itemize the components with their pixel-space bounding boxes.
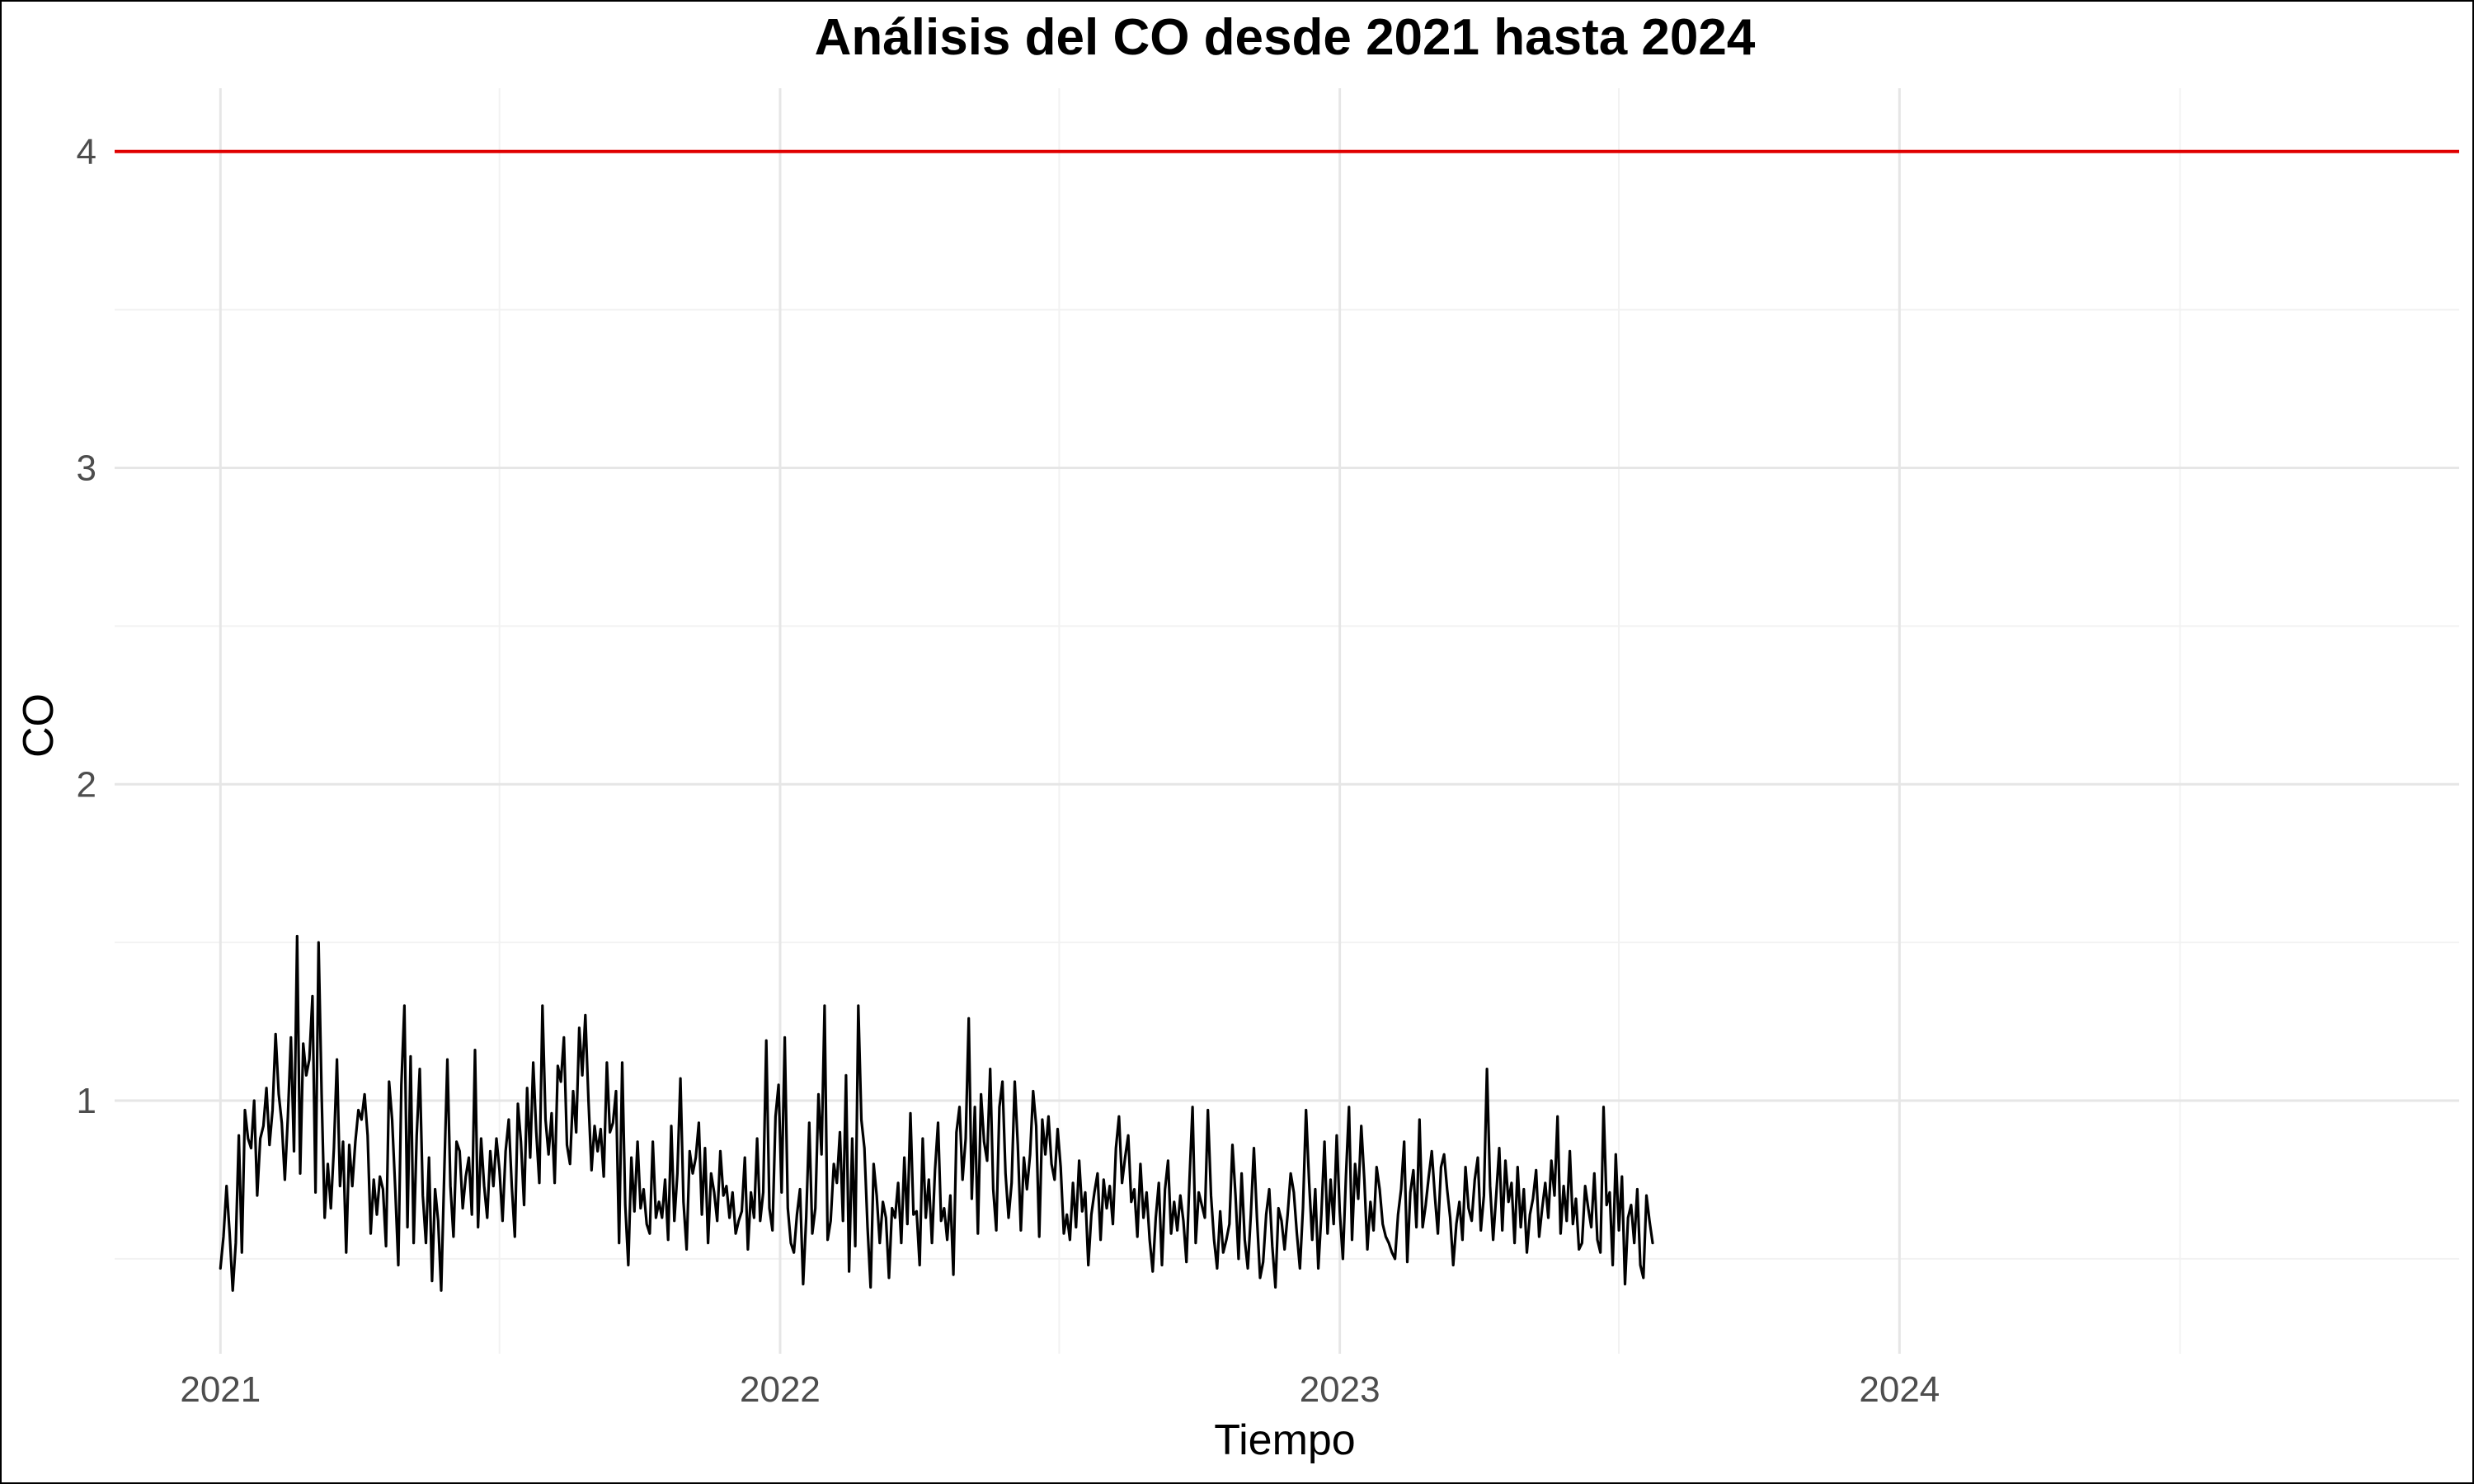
x-tick-label: 2024 bbox=[1859, 1369, 1940, 1410]
y-axis-title: CO bbox=[15, 693, 63, 758]
series-layer bbox=[219, 934, 1654, 1292]
tick-layer: 1 2 3 4 2021 2022 2023 2024 bbox=[77, 132, 1940, 1410]
series-line-co bbox=[219, 934, 1654, 1292]
y-tick-label: 3 bbox=[77, 448, 96, 489]
x-axis-title: Tiempo bbox=[1214, 1416, 1355, 1464]
x-tick-label: 2021 bbox=[180, 1369, 261, 1410]
y-tick-label: 4 bbox=[77, 132, 96, 172]
y-tick-label: 2 bbox=[77, 764, 96, 805]
x-tick-label: 2023 bbox=[1300, 1369, 1380, 1410]
x-tick-label: 2022 bbox=[740, 1369, 821, 1410]
chart-title: Análisis del CO desde 2021 hasta 2024 bbox=[815, 9, 1756, 66]
y-tick-label: 1 bbox=[77, 1081, 96, 1121]
